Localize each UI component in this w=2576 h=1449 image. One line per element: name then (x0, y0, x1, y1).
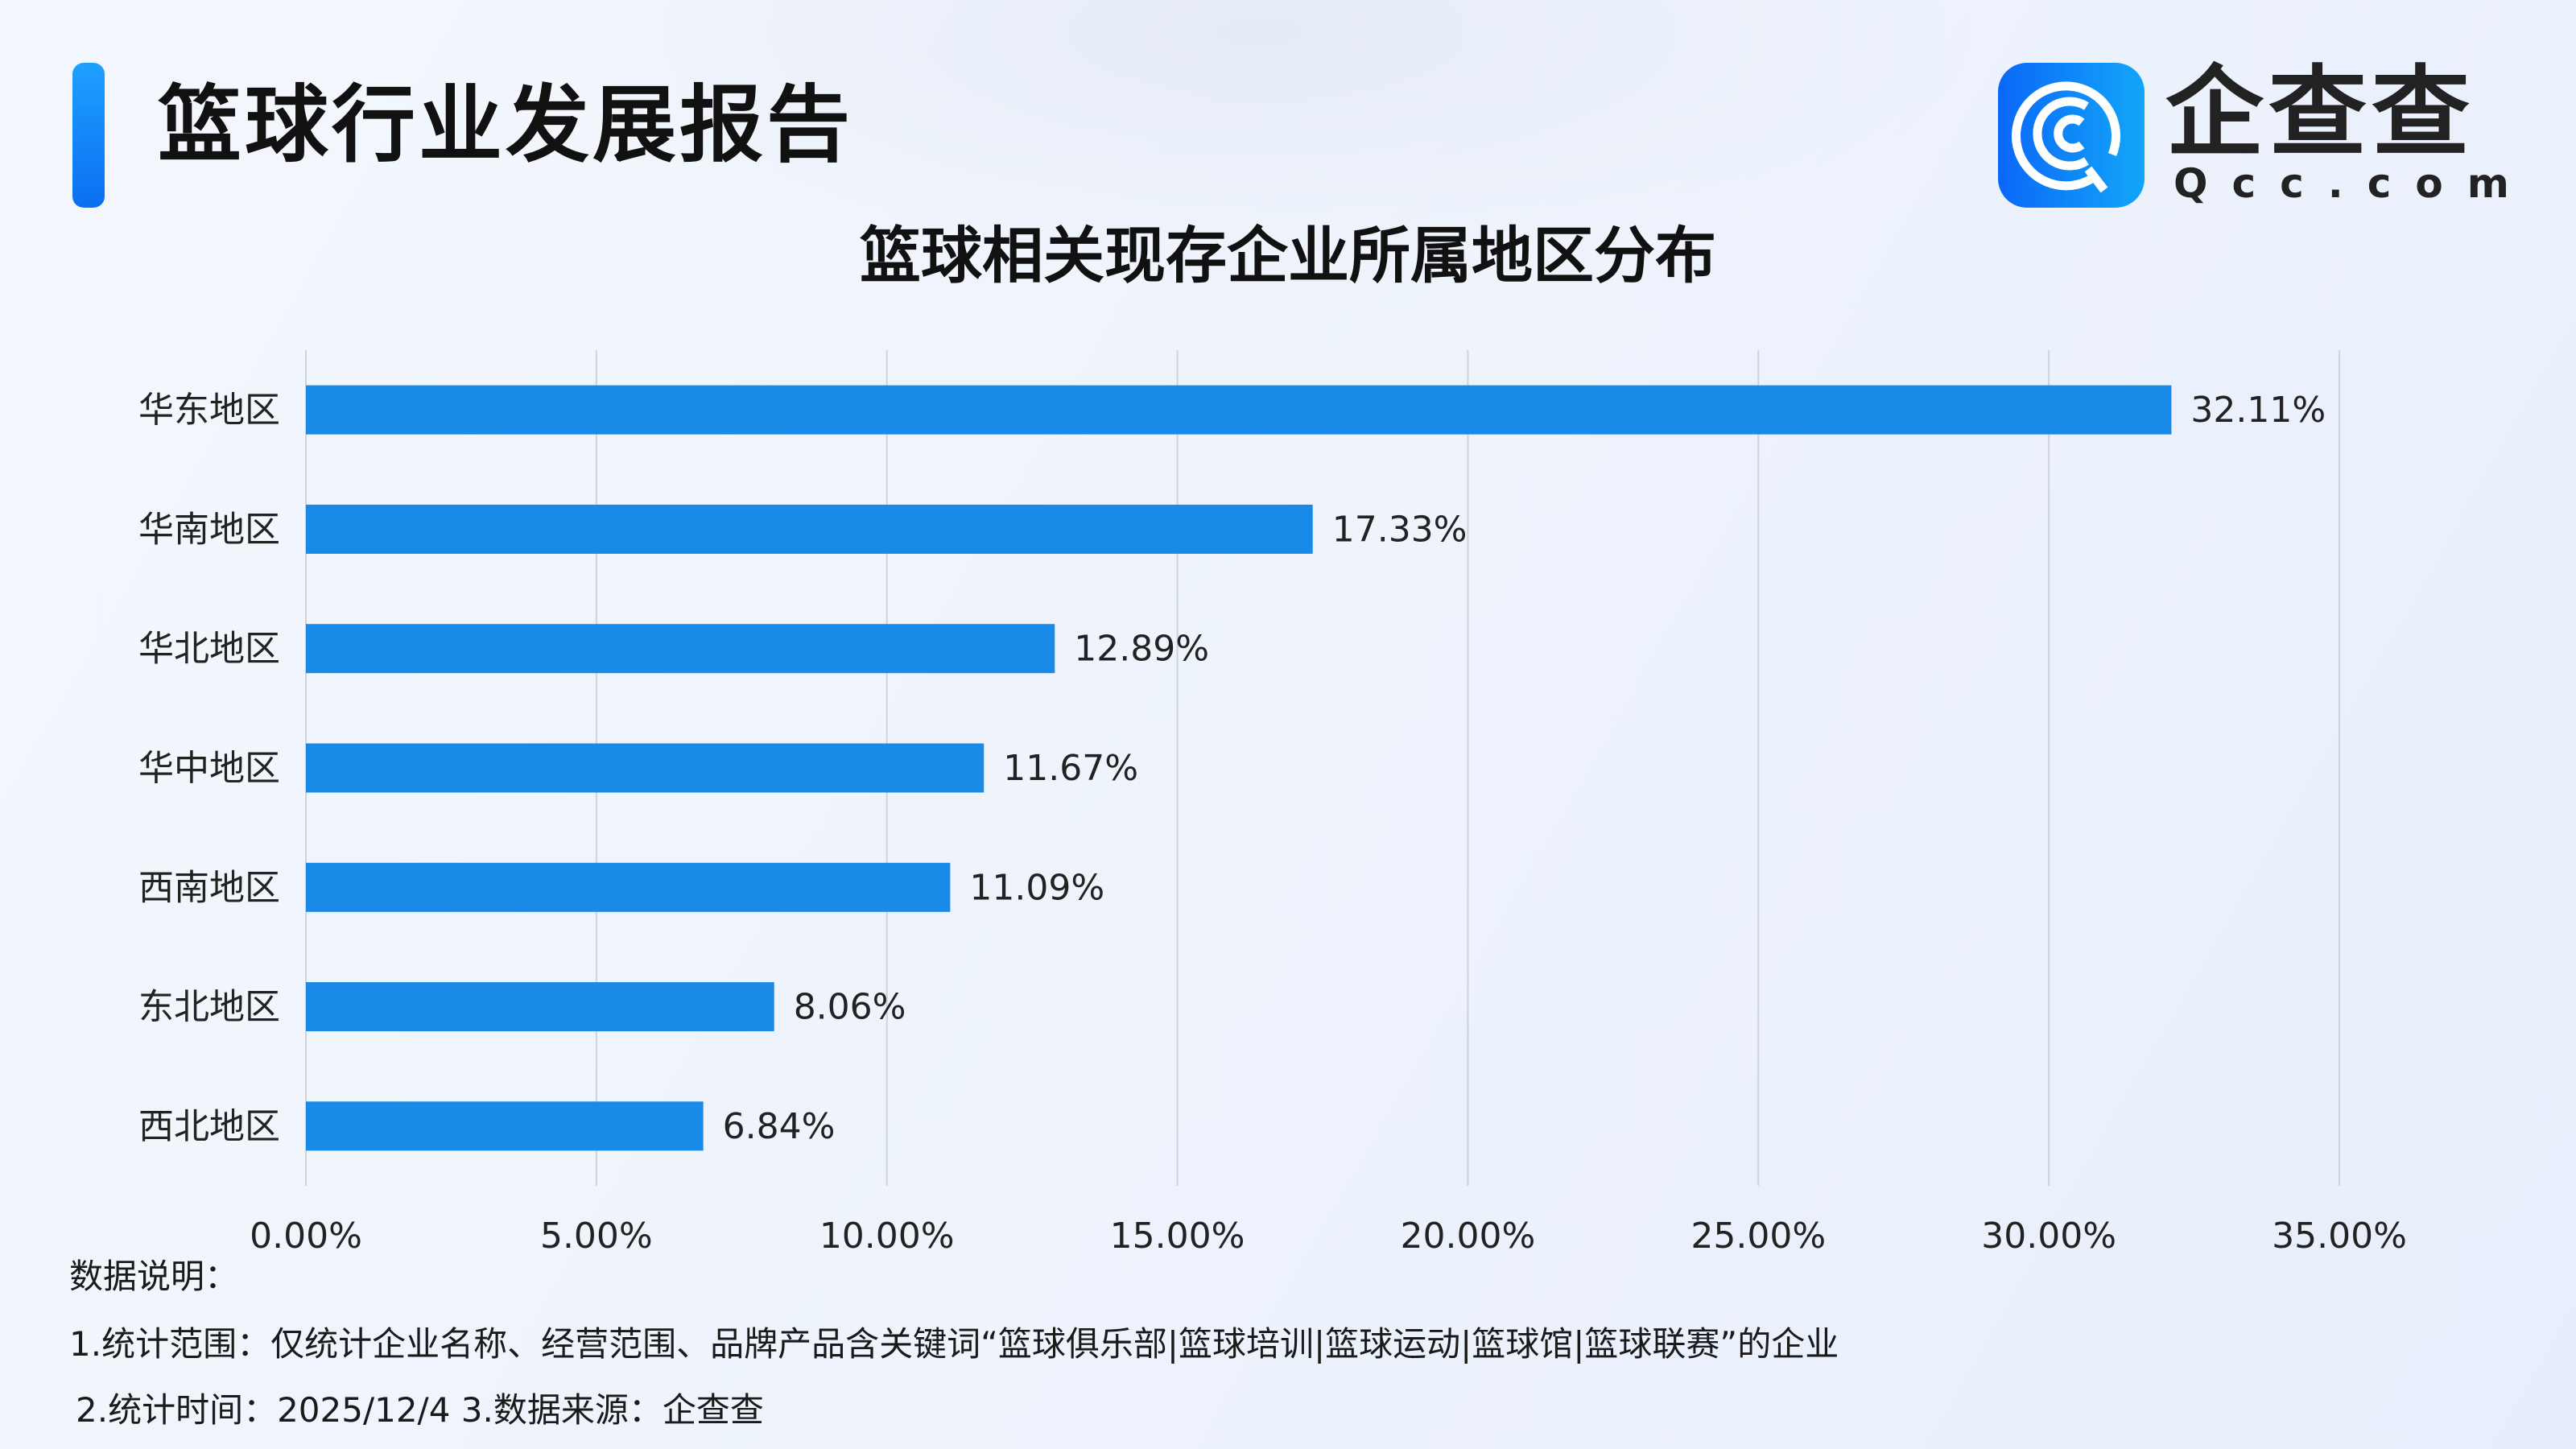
x-tick-label: 30.00% (1981, 1216, 2116, 1257)
data-label: 12.89% (1074, 629, 1209, 670)
category-label: 华中地区 (138, 748, 280, 789)
category-label: 华南地区 (138, 509, 280, 550)
category-label: 西北地区 (138, 1106, 280, 1147)
x-tick-label: 0.00% (250, 1216, 362, 1257)
data-label: 11.09% (969, 867, 1104, 908)
x-tick-label: 20.00% (1401, 1216, 1536, 1257)
data-label: 11.67% (1003, 748, 1138, 789)
notes-line-2: 2.统计时间：2025/12/4 3.数据来源：企查查 (76, 1390, 764, 1430)
x-tick-label: 10.00% (819, 1216, 955, 1257)
category-label: 华北地区 (138, 629, 280, 670)
x-tick-label: 5.00% (540, 1216, 653, 1257)
data-label: 6.84% (723, 1106, 836, 1147)
x-tick-label: 15.00% (1110, 1216, 1245, 1257)
notes-line-1: 1.统计范围：仅统计企业名称、经营范围、品牌产品含关键词“篮球俱乐部|篮球培训|… (69, 1324, 1839, 1364)
category-label: 西南地区 (138, 867, 280, 908)
notes-heading: 数据说明： (69, 1257, 239, 1296)
logo-wordmark: 企查查 (2165, 56, 2475, 170)
x-tick-label: 25.00% (1690, 1216, 1826, 1257)
bar (306, 743, 985, 793)
data-label: 8.06% (794, 987, 906, 1028)
bar (306, 504, 1313, 554)
category-label: 华东地区 (138, 390, 280, 431)
page-title: 篮球行业发展报告 (158, 76, 854, 174)
bar (306, 862, 951, 912)
bar (306, 385, 2172, 435)
qcc-logo-icon (1998, 63, 2145, 208)
title-accent-bar (72, 63, 105, 208)
data-label: 32.11% (2190, 390, 2326, 431)
bar (306, 982, 774, 1032)
x-tick-label: 35.00% (2272, 1216, 2407, 1257)
category-label: 东北地区 (138, 987, 280, 1028)
bar (306, 624, 1055, 674)
bar (306, 1101, 704, 1151)
chart-title: 篮球相关现存企业所属地区分布 (860, 220, 1716, 291)
logo-domain: Qcc.com (2174, 160, 2533, 207)
data-label: 17.33% (1332, 509, 1468, 550)
